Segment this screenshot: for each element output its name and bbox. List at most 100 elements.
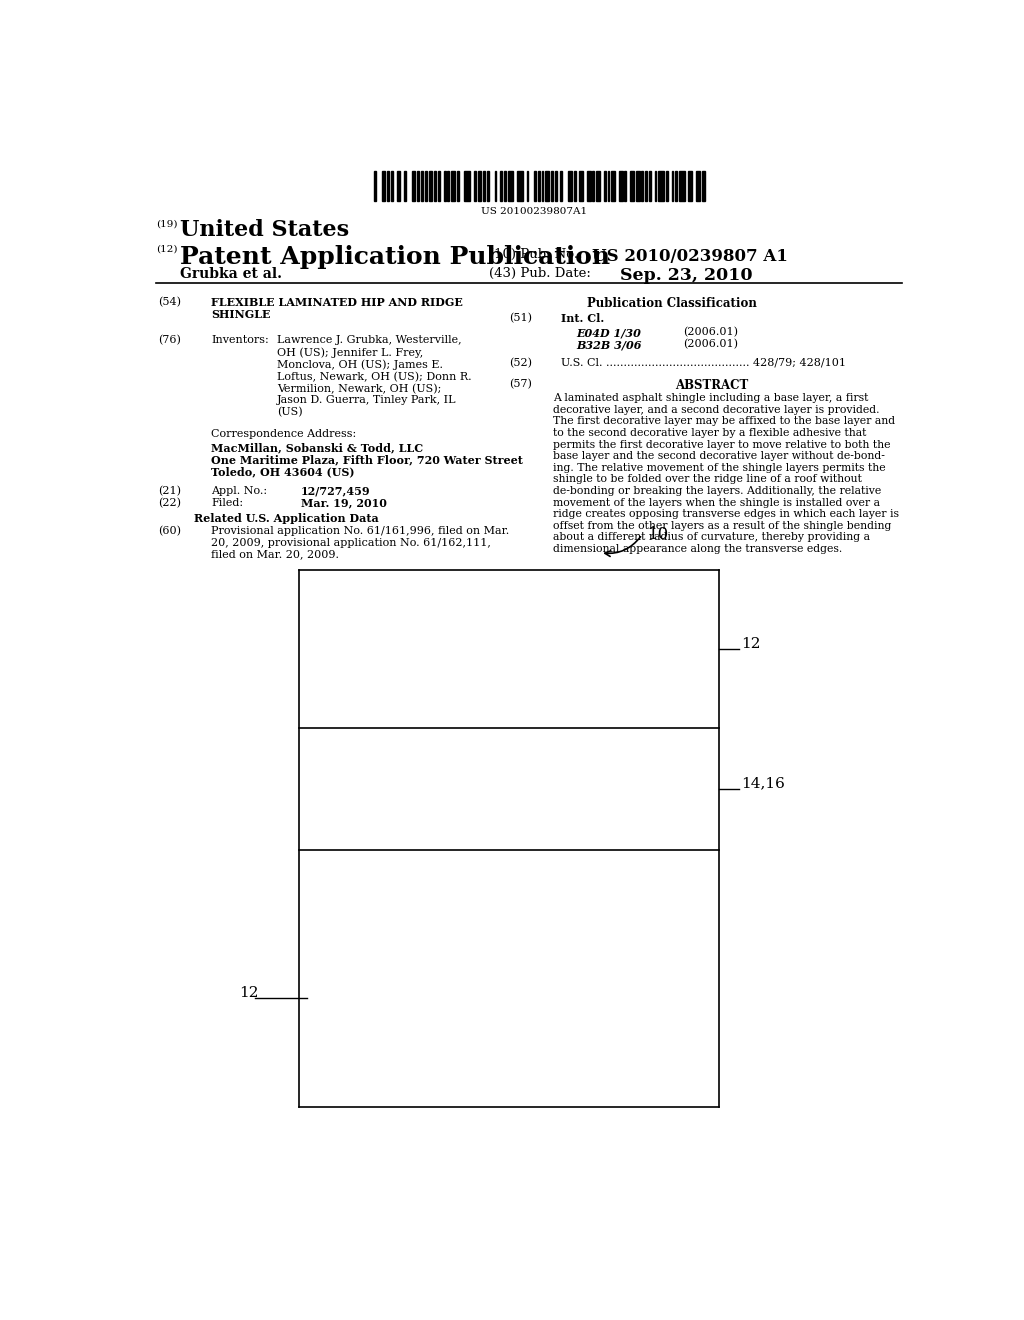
Bar — [495, 170, 497, 201]
Text: (21): (21) — [158, 486, 181, 496]
Text: United States: United States — [179, 219, 349, 242]
Text: (19): (19) — [156, 219, 177, 228]
Bar — [625, 170, 627, 201]
Text: 12: 12 — [741, 636, 761, 651]
Bar — [487, 170, 488, 201]
Text: 12/727,459: 12/727,459 — [301, 486, 371, 496]
Bar — [641, 170, 643, 201]
Text: B32B 3/06: B32B 3/06 — [577, 339, 642, 350]
Bar — [457, 170, 459, 201]
Text: (76): (76) — [158, 335, 181, 346]
Bar — [526, 170, 528, 201]
Text: Mar. 19, 2010: Mar. 19, 2010 — [301, 498, 387, 510]
Bar — [672, 170, 674, 201]
Bar — [391, 170, 393, 201]
Bar — [538, 170, 540, 201]
Text: Related U.S. Application Data: Related U.S. Application Data — [195, 513, 379, 524]
Bar — [645, 170, 647, 201]
Text: (12): (12) — [156, 244, 177, 253]
Bar — [542, 170, 544, 201]
Text: US 20100239807A1: US 20100239807A1 — [481, 207, 588, 216]
Text: US 2010/0239807 A1: US 2010/0239807 A1 — [592, 248, 788, 265]
Bar — [546, 170, 549, 201]
Text: (60): (60) — [158, 527, 181, 537]
Bar — [404, 170, 407, 201]
Bar — [568, 170, 571, 201]
Text: (52): (52) — [509, 358, 531, 368]
Text: 12: 12 — [240, 986, 259, 1001]
Bar — [675, 170, 677, 201]
Bar — [666, 170, 668, 201]
Text: (43) Pub. Date:: (43) Pub. Date: — [489, 267, 591, 280]
Text: Sep. 23, 2010: Sep. 23, 2010 — [620, 267, 753, 284]
Bar — [382, 170, 385, 201]
Bar — [425, 170, 427, 201]
Text: (57): (57) — [509, 379, 531, 389]
Text: E04D 1/30: E04D 1/30 — [577, 327, 641, 338]
Text: FLEXIBLE LAMINATED HIP AND RIDGE
SHINGLE: FLEXIBLE LAMINATED HIP AND RIDGE SHINGLE — [211, 297, 463, 321]
Text: Inventors:: Inventors: — [211, 335, 269, 346]
Bar — [618, 170, 623, 201]
Bar — [593, 170, 594, 201]
Bar — [580, 170, 583, 201]
Text: Appl. No.:: Appl. No.: — [211, 486, 267, 496]
Bar — [630, 170, 634, 201]
Bar — [654, 170, 656, 201]
Text: (54): (54) — [158, 297, 181, 308]
Bar — [387, 170, 389, 201]
Bar — [412, 170, 416, 201]
Bar — [438, 170, 440, 201]
Bar — [508, 170, 513, 201]
Text: 14,16: 14,16 — [741, 776, 785, 791]
Bar — [701, 170, 706, 201]
Bar — [604, 170, 605, 201]
Bar — [500, 170, 502, 201]
Bar — [504, 170, 506, 201]
Bar — [434, 170, 436, 201]
Bar — [649, 170, 651, 201]
Bar — [596, 170, 600, 201]
Text: (2006.01): (2006.01) — [684, 327, 738, 338]
Bar — [555, 170, 557, 201]
Bar — [396, 170, 400, 201]
Text: (2006.01): (2006.01) — [684, 339, 738, 350]
Text: Lawrence J. Grubka, Westerville,
OH (US); Jennifer L. Frey,
Monclova, OH (US); J: Lawrence J. Grubka, Westerville, OH (US)… — [278, 335, 472, 417]
Bar — [477, 170, 481, 201]
Text: Toledo, OH 43604 (US): Toledo, OH 43604 (US) — [211, 466, 355, 478]
Bar — [611, 170, 615, 201]
Text: (51): (51) — [509, 313, 531, 323]
Text: Provisional application No. 61/161,996, filed on Mar.
20, 2009, provisional appl: Provisional application No. 61/161,996, … — [211, 527, 510, 560]
Bar — [374, 170, 376, 201]
Bar — [636, 170, 640, 201]
Bar — [418, 170, 419, 201]
Text: (10) Pub. No.:: (10) Pub. No.: — [489, 248, 583, 261]
Bar — [535, 170, 536, 201]
Bar — [474, 170, 476, 201]
Text: One Maritime Plaza, Fifth Floor, 720 Water Street: One Maritime Plaza, Fifth Floor, 720 Wat… — [211, 454, 523, 465]
Bar — [696, 170, 699, 201]
Bar — [483, 170, 485, 201]
Bar — [587, 170, 591, 201]
Text: 10: 10 — [648, 527, 669, 544]
Bar — [560, 170, 562, 201]
Bar — [465, 170, 470, 201]
Text: Filed:: Filed: — [211, 498, 244, 508]
Bar — [443, 170, 445, 201]
Text: A laminated asphalt shingle including a base layer, a first
decorative layer, an: A laminated asphalt shingle including a … — [553, 393, 899, 554]
Bar — [551, 170, 553, 201]
Text: Patent Application Publication: Patent Application Publication — [179, 244, 609, 269]
Bar — [421, 170, 423, 201]
Bar — [679, 170, 685, 201]
Bar — [429, 170, 432, 201]
Bar — [452, 170, 455, 201]
Bar — [607, 170, 609, 201]
Bar — [573, 170, 575, 201]
Text: Int. Cl.: Int. Cl. — [560, 313, 604, 323]
Bar — [447, 170, 450, 201]
Bar — [517, 170, 523, 201]
Text: Correspondence Address:: Correspondence Address: — [211, 429, 356, 438]
Bar — [688, 170, 692, 201]
Text: (22): (22) — [158, 498, 181, 508]
Text: ABSTRACT: ABSTRACT — [675, 379, 748, 392]
Text: Grubka et al.: Grubka et al. — [179, 267, 282, 281]
